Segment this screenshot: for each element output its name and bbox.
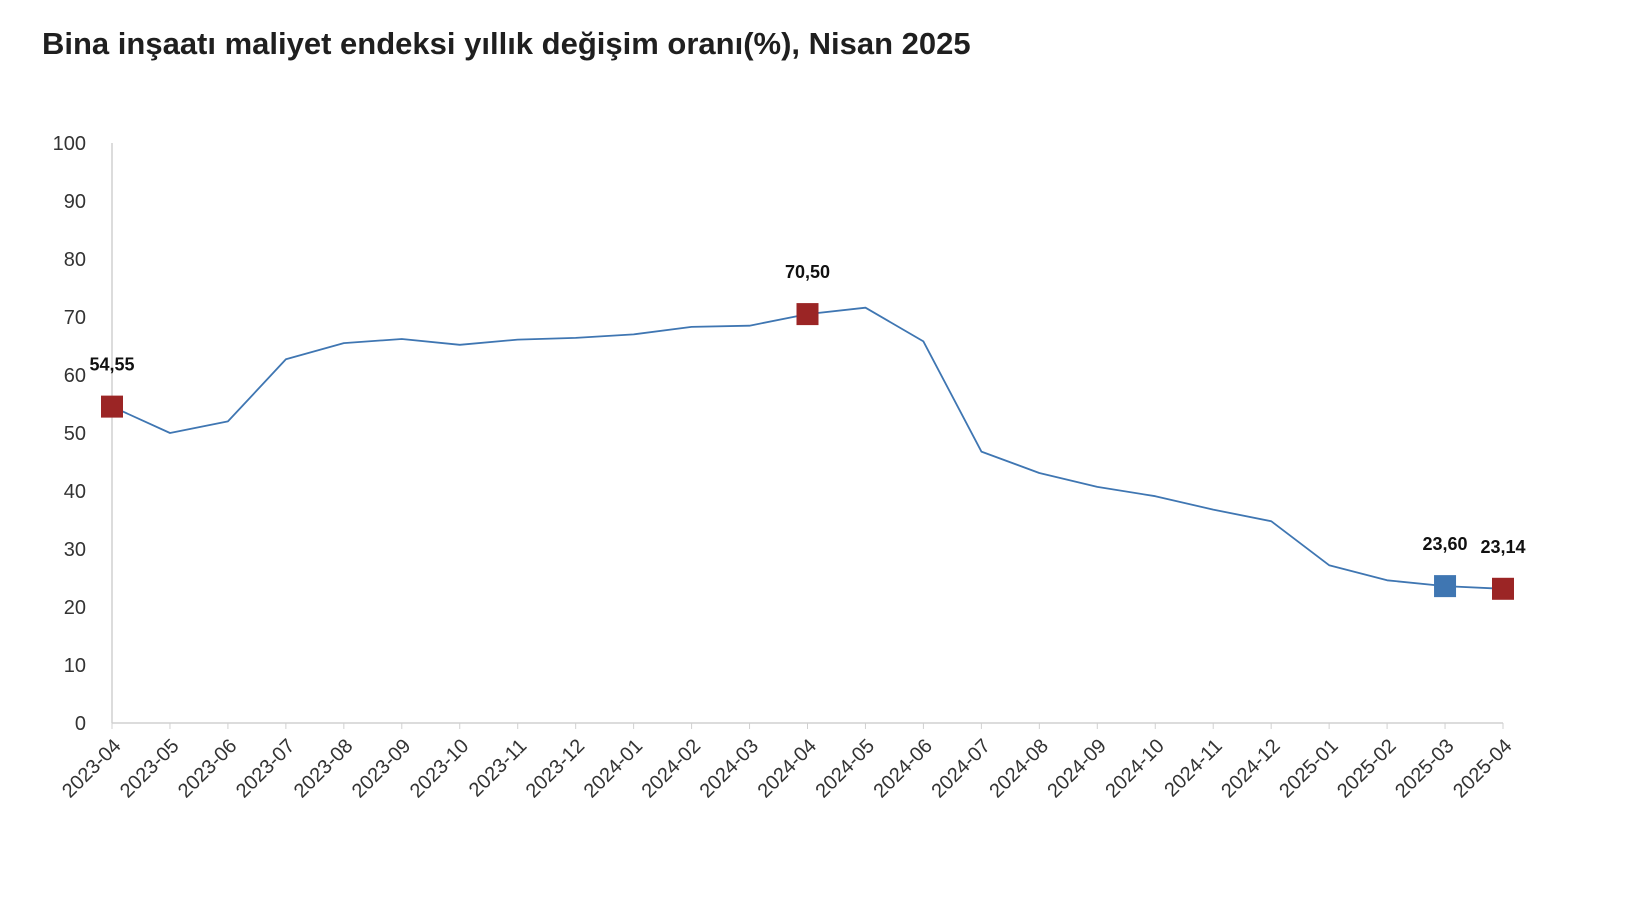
highlight-markers xyxy=(101,303,1514,600)
x-tick-label: 2024-04 xyxy=(754,735,821,802)
x-tick-label: 2024-07 xyxy=(927,735,994,802)
y-tick-label: 0 xyxy=(75,713,86,735)
x-tick-label: 2023-09 xyxy=(348,735,415,802)
x-tick-label: 2025-04 xyxy=(1449,735,1516,802)
x-tick-label: 2024-09 xyxy=(1043,735,1110,802)
y-tick-label: 40 xyxy=(64,481,86,503)
x-tick-label: 2023-11 xyxy=(465,735,531,801)
x-axis-ticks: 2023-042023-052023-062023-072023-082023-… xyxy=(58,723,1517,802)
highlight-marker xyxy=(101,395,123,418)
y-tick-label: 60 xyxy=(64,365,86,387)
data-label: 23,60 xyxy=(1423,534,1468,554)
y-tick-label: 80 xyxy=(64,249,86,271)
x-tick-label: 2024-03 xyxy=(696,735,763,802)
x-tick-label: 2024-08 xyxy=(985,735,1052,802)
x-tick-label: 2023-05 xyxy=(116,735,183,802)
x-tick-label: 2023-12 xyxy=(522,735,589,802)
data-label: 23,14 xyxy=(1480,537,1525,557)
x-tick-label: 2023-10 xyxy=(406,735,473,802)
series-layer xyxy=(111,306,1504,590)
x-tick-label: 2024-10 xyxy=(1101,735,1168,802)
x-tick-label: 2024-06 xyxy=(869,735,936,802)
y-axis-ticks: 0 10 20 30 40 50 60 70 80 90 100 xyxy=(53,133,86,735)
x-tick-label: 2025-03 xyxy=(1391,735,1458,802)
chart-title: Bina inşaatı maliyet endeksi yıllık deği… xyxy=(42,26,971,61)
y-tick-label: 70 xyxy=(64,307,86,329)
y-tick-label: 30 xyxy=(64,539,86,561)
y-tick-label: 90 xyxy=(64,191,86,213)
x-tick-label: 2024-01 xyxy=(580,735,647,802)
data-label: 54,55 xyxy=(89,355,134,375)
x-tick-label: 2023-04 xyxy=(58,735,125,802)
y-tick-label: 100 xyxy=(53,133,86,155)
x-tick-label: 2024-02 xyxy=(638,735,705,802)
x-tick-label: 2023-07 xyxy=(232,735,299,802)
y-tick-label: 10 xyxy=(64,655,86,677)
x-tick-label: 2025-01 xyxy=(1275,735,1342,802)
highlight-marker xyxy=(1492,577,1514,600)
x-tick-label: 2025-02 xyxy=(1333,735,1400,802)
y-tick-label: 20 xyxy=(64,597,86,619)
data-labels: 54,55 70,50 23,60 23,14 xyxy=(89,262,1525,557)
y-tick-label: 50 xyxy=(64,423,86,445)
x-tick-label: 2024-05 xyxy=(812,735,879,802)
highlight-marker xyxy=(1434,575,1457,598)
data-label: 70,50 xyxy=(785,262,830,282)
x-tick-label: 2023-06 xyxy=(174,735,241,802)
x-tick-label: 2024-11 xyxy=(1160,735,1226,801)
x-tick-label: 2023-08 xyxy=(290,735,357,802)
highlight-marker xyxy=(796,303,819,326)
series-line xyxy=(111,306,1504,590)
x-tick-label: 2024-12 xyxy=(1217,735,1284,802)
